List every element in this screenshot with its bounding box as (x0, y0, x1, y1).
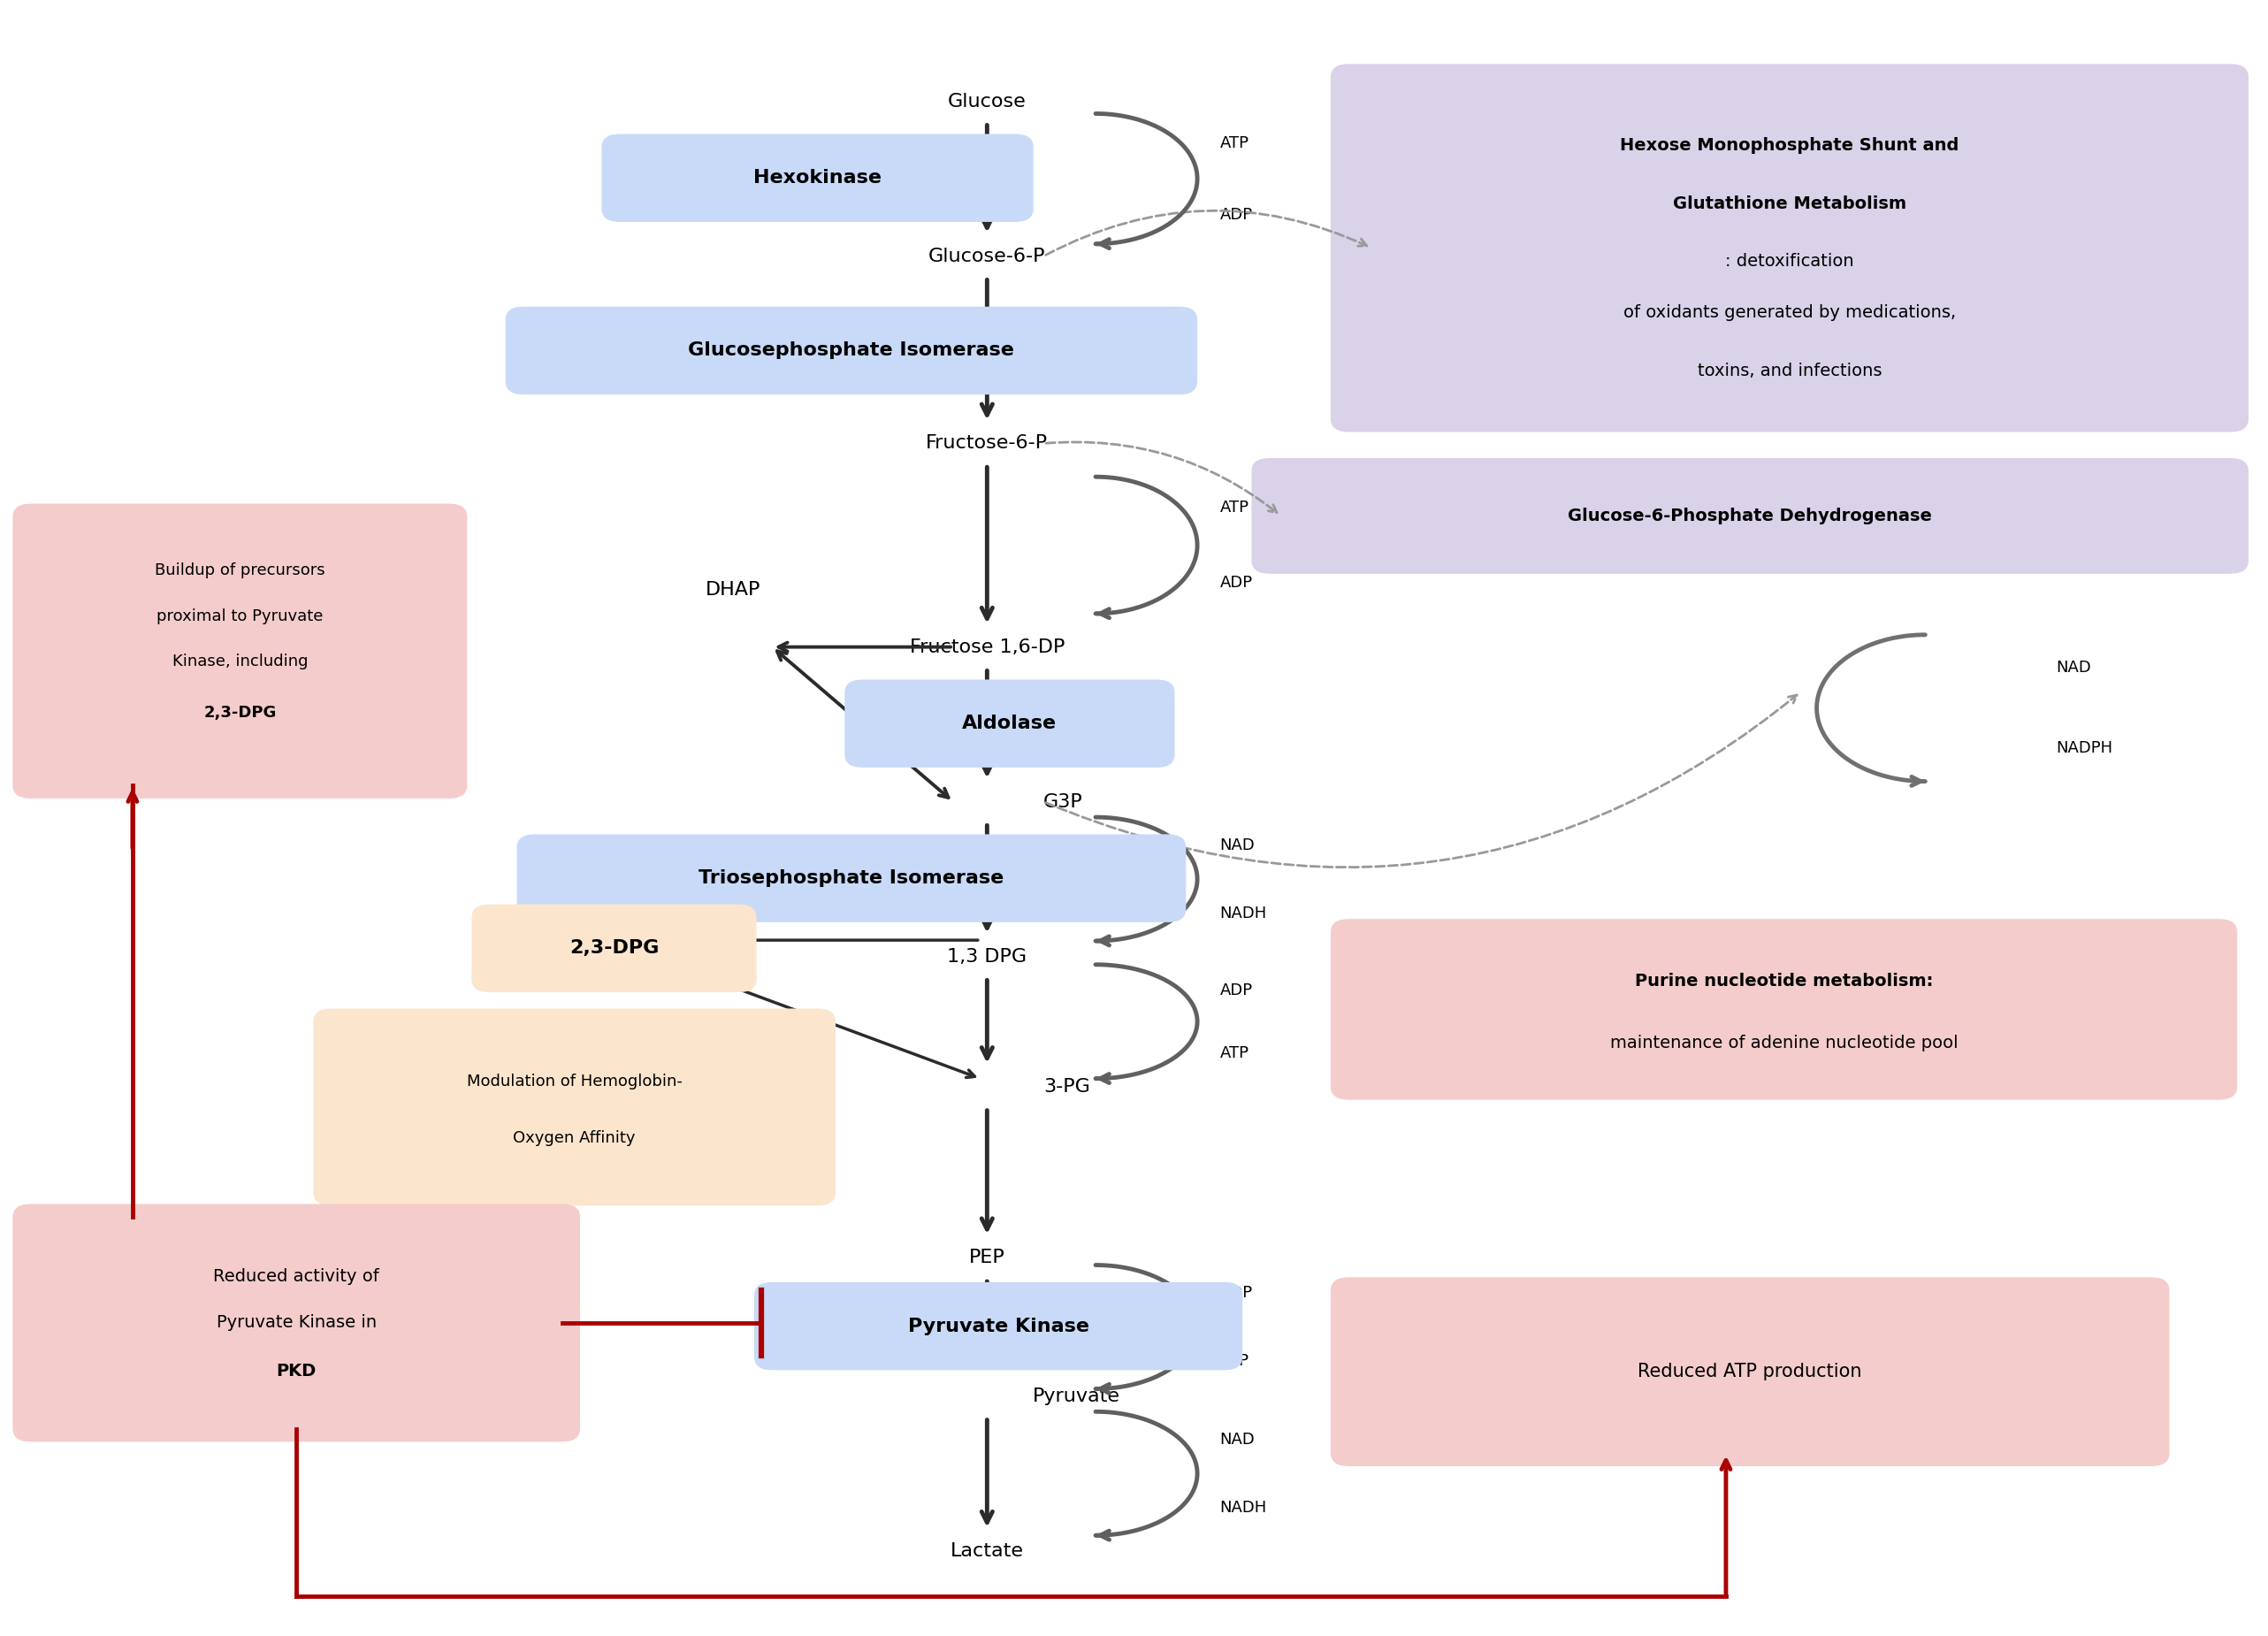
Text: NADH: NADH (1220, 1500, 1268, 1515)
Text: : detoxification: : detoxification (1726, 254, 1853, 270)
Text: NADH: NADH (1220, 905, 1268, 921)
Text: NAD: NAD (2057, 659, 2091, 676)
Text: Purine nucleotide metabolism:: Purine nucleotide metabolism: (1635, 973, 1932, 990)
Text: ADP: ADP (1220, 982, 1252, 998)
FancyBboxPatch shape (1331, 919, 2236, 1099)
FancyBboxPatch shape (601, 134, 1034, 222)
Text: Triosephosphate Isomerase: Triosephosphate Isomerase (699, 869, 1005, 887)
Text: proximal to Pyruvate: proximal to Pyruvate (156, 609, 324, 623)
FancyBboxPatch shape (1331, 1278, 2170, 1466)
Text: of oxidants generated by medications,: of oxidants generated by medications, (1624, 304, 1955, 321)
Text: Pyruvate Kinase: Pyruvate Kinase (907, 1317, 1089, 1335)
FancyBboxPatch shape (1252, 458, 2248, 574)
Text: Glutathione Metabolism: Glutathione Metabolism (1674, 195, 1907, 213)
Text: PEP: PEP (968, 1248, 1005, 1266)
Text: ADP: ADP (1220, 206, 1252, 222)
Text: 2,3-DPG: 2,3-DPG (204, 705, 277, 721)
Text: ATP: ATP (1220, 136, 1250, 151)
Text: NAD: NAD (1220, 1432, 1254, 1448)
FancyBboxPatch shape (517, 834, 1186, 923)
Text: Reduced ATP production: Reduced ATP production (1637, 1363, 1862, 1381)
Text: Kinase, including: Kinase, including (172, 654, 308, 669)
Text: PKD: PKD (277, 1363, 318, 1381)
Text: Aldolase: Aldolase (962, 715, 1057, 733)
Text: Glucose-6-P: Glucose-6-P (928, 247, 1046, 265)
Text: 1,3 DPG: 1,3 DPG (948, 947, 1027, 965)
Text: G3P: G3P (1043, 793, 1084, 810)
Text: 2,3-DPG: 2,3-DPG (569, 939, 660, 957)
Text: 3-PG: 3-PG (1043, 1078, 1091, 1096)
Text: ADP: ADP (1220, 574, 1252, 591)
Text: Buildup of precursors: Buildup of precursors (154, 563, 324, 579)
Text: Hexokinase: Hexokinase (753, 169, 882, 187)
FancyBboxPatch shape (14, 504, 467, 798)
Text: Pyruvate Kinase in: Pyruvate Kinase in (215, 1314, 376, 1332)
Text: Lactate: Lactate (950, 1543, 1023, 1559)
Text: Glucosephosphate Isomerase: Glucosephosphate Isomerase (689, 342, 1014, 360)
Text: Hexose Monophosphate Shunt and: Hexose Monophosphate Shunt and (1619, 137, 1960, 154)
Text: Reduced activity of: Reduced activity of (213, 1268, 379, 1284)
Text: ATP: ATP (1220, 1045, 1250, 1060)
Text: NADPH: NADPH (2057, 741, 2114, 756)
FancyBboxPatch shape (1331, 64, 2248, 432)
Text: ADP: ADP (1220, 1284, 1252, 1301)
Text: Modulation of Hemoglobin-: Modulation of Hemoglobin- (467, 1073, 683, 1090)
FancyBboxPatch shape (14, 1204, 581, 1441)
Text: NAD: NAD (1220, 838, 1254, 852)
FancyBboxPatch shape (844, 679, 1175, 767)
Text: Pyruvate: Pyruvate (1032, 1387, 1120, 1405)
FancyBboxPatch shape (506, 306, 1198, 394)
Text: DHAP: DHAP (705, 581, 762, 599)
Text: toxins, and infections: toxins, and infections (1696, 363, 1882, 380)
FancyBboxPatch shape (313, 1008, 835, 1206)
FancyBboxPatch shape (472, 905, 758, 993)
Text: Glucose: Glucose (948, 93, 1027, 110)
FancyBboxPatch shape (755, 1283, 1243, 1369)
Text: Glucose-6-Phosphate Dehydrogenase: Glucose-6-Phosphate Dehydrogenase (1567, 507, 1932, 524)
Text: Oxygen Affinity: Oxygen Affinity (513, 1130, 635, 1145)
Text: ATP: ATP (1220, 1353, 1250, 1369)
Text: ATP: ATP (1220, 499, 1250, 515)
Text: maintenance of adenine nucleotide pool: maintenance of adenine nucleotide pool (1610, 1036, 1957, 1052)
Text: Fructose-6-P: Fructose-6-P (925, 435, 1048, 452)
Text: Fructose 1,6-DP: Fructose 1,6-DP (909, 638, 1064, 656)
